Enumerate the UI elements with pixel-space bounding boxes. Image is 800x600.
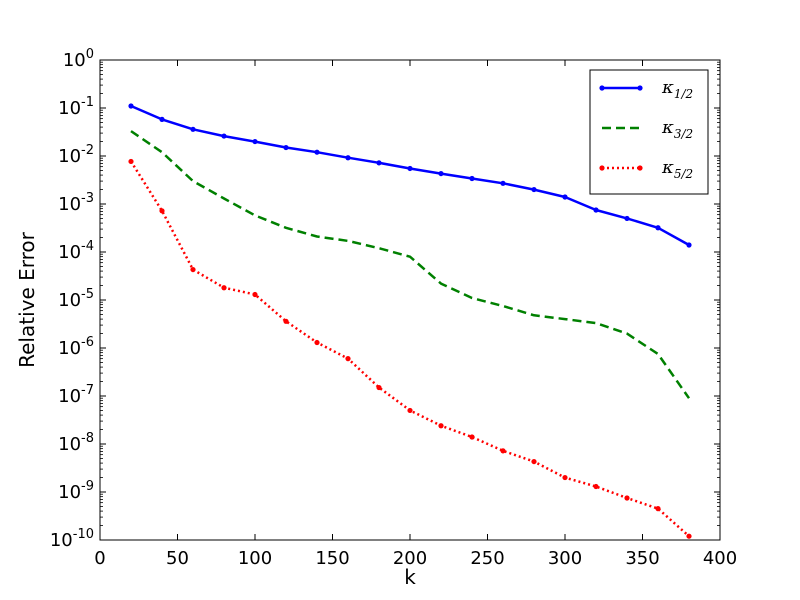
y-tick-label: 10-6 xyxy=(58,335,94,359)
y-tick-label: 10-3 xyxy=(58,191,94,215)
legend-marker xyxy=(599,165,605,171)
data-point xyxy=(686,242,692,248)
data-point xyxy=(345,155,351,161)
x-tick-label: 150 xyxy=(315,548,349,569)
x-tick-label: 350 xyxy=(625,548,659,569)
x-tick-label: 300 xyxy=(548,548,582,569)
data-point xyxy=(562,194,568,200)
data-point xyxy=(655,225,661,231)
legend-label: κ1/2 xyxy=(661,77,693,101)
y-tick-label: 10-4 xyxy=(58,239,94,263)
data-point xyxy=(469,434,475,440)
x-tick-label: 50 xyxy=(166,548,189,569)
data-point xyxy=(345,356,351,362)
y-tick-label: 10-2 xyxy=(58,143,94,167)
legend-marker xyxy=(637,165,643,171)
y-tick-label: 10-10 xyxy=(50,527,94,551)
data-point xyxy=(221,285,227,291)
data-point xyxy=(314,149,320,155)
legend-marker xyxy=(599,85,605,91)
x-tick-label: 200 xyxy=(393,548,427,569)
legend-label: κ3/2 xyxy=(661,117,693,141)
legend-box xyxy=(589,69,709,195)
data-point xyxy=(531,186,537,193)
data-point xyxy=(128,103,134,109)
data-point xyxy=(438,423,444,429)
data-point xyxy=(500,180,506,186)
data-point xyxy=(159,208,165,214)
series-line xyxy=(129,160,690,538)
series-1 xyxy=(128,103,692,248)
legend-item: κ3/2 xyxy=(602,117,693,141)
x-tick-label: 400 xyxy=(703,548,737,569)
legend-label: κ5/2 xyxy=(661,157,693,181)
data-point xyxy=(252,291,258,298)
x-tick-label: 100 xyxy=(238,548,272,569)
data-point xyxy=(314,339,320,346)
x-tick-label: 250 xyxy=(470,548,504,569)
legend-item: κ5/2 xyxy=(599,157,693,181)
data-point xyxy=(438,170,444,177)
data-point xyxy=(531,458,537,465)
data-point xyxy=(500,448,506,454)
data-point xyxy=(562,474,568,481)
data-point xyxy=(593,483,599,490)
data-point xyxy=(128,158,134,165)
y-tick-label: 10-1 xyxy=(58,95,94,119)
data-point xyxy=(655,506,661,512)
data-point xyxy=(469,175,475,182)
y-tick-label: 10-7 xyxy=(58,383,94,407)
data-point xyxy=(376,160,382,166)
y-tick-label: 10-5 xyxy=(58,287,94,311)
data-point xyxy=(376,384,382,391)
data-point xyxy=(624,215,630,222)
data-point xyxy=(407,407,413,414)
data-point xyxy=(624,495,630,501)
x-tick-label: 0 xyxy=(94,548,105,569)
data-point xyxy=(252,138,258,145)
y-tick-label: 10-8 xyxy=(58,431,94,455)
data-point xyxy=(221,133,227,139)
data-point xyxy=(283,144,289,151)
y-axis-title: Relative Error xyxy=(15,231,39,368)
x-axis-title: k xyxy=(404,565,416,589)
data-point xyxy=(190,266,196,273)
y-tick-label: 100 xyxy=(63,47,94,71)
data-point xyxy=(686,533,692,539)
data-point xyxy=(159,116,165,122)
data-point xyxy=(407,165,413,172)
data-point xyxy=(283,318,289,324)
legend-marker xyxy=(637,85,643,91)
legend-item: κ1/2 xyxy=(599,77,693,101)
data-point xyxy=(190,126,196,132)
data-point xyxy=(593,207,599,213)
y-tick-label: 10-9 xyxy=(58,479,94,503)
series-3 xyxy=(128,158,692,539)
series-2 xyxy=(130,130,691,399)
series-line xyxy=(130,130,691,399)
